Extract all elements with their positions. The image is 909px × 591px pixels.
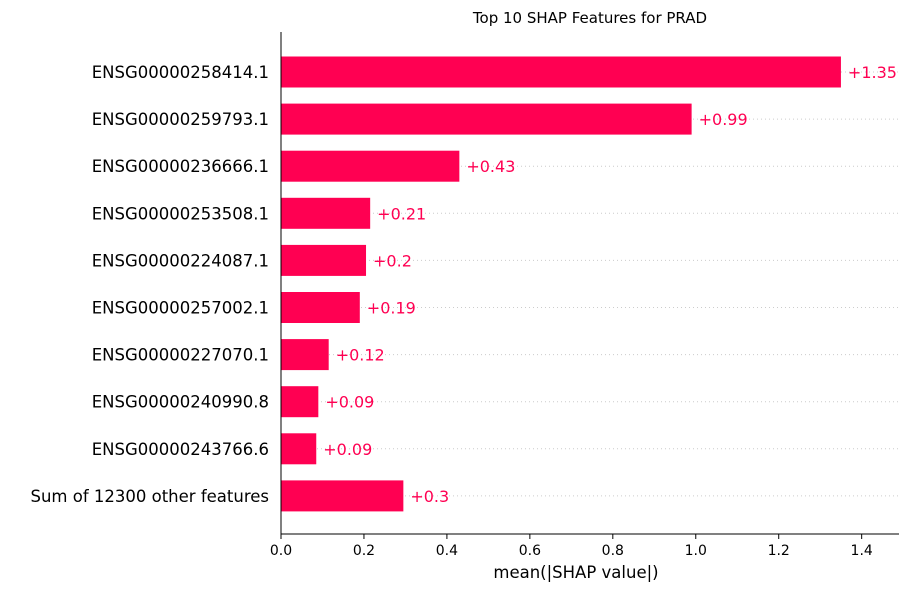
- value-label: +0.21: [377, 204, 426, 223]
- category-label: ENSG00000259793.1: [92, 110, 269, 129]
- category-label: Sum of 12300 other features: [30, 487, 269, 506]
- chart-title: Top 10 SHAP Features for PRAD: [472, 9, 707, 27]
- bar: [281, 103, 692, 135]
- bar: [281, 56, 841, 88]
- x-tick-label: 1.4: [851, 543, 873, 559]
- x-tick-label: 1.2: [768, 543, 790, 559]
- category-label: ENSG00000258414.1: [92, 63, 269, 82]
- category-label: ENSG00000236666.1: [92, 157, 269, 176]
- category-label: ENSG00000240990.8: [92, 393, 269, 412]
- category-label: ENSG00000253508.1: [92, 204, 269, 223]
- category-label: ENSG00000243766.6: [92, 440, 269, 459]
- value-label: +1.35: [848, 63, 897, 82]
- bar: [281, 244, 367, 276]
- bar: [281, 433, 317, 465]
- x-tick-label: 0.0: [270, 543, 292, 559]
- value-labels: +1.35 +0.99 +0.43 +0.21 +0.2 +0.19 +0.12 +0.09 +…: [323, 63, 897, 506]
- x-axis-ticks: 0.0 0.2 0.4 0.6 0.8 1.0 1.2 1.4: [270, 534, 873, 559]
- category-label: ENSG00000257002.1: [92, 299, 269, 318]
- category-label: ENSG00000224087.1: [92, 251, 269, 270]
- value-label: +0.12: [336, 346, 385, 365]
- value-label: +0.99: [699, 110, 748, 129]
- x-axis-title: mean(|SHAP value|): [493, 563, 658, 582]
- grid-lines: [281, 71, 899, 497]
- category-labels: ENSG00000258414.1 ENSG00000259793.1 ENSG00…: [30, 63, 269, 506]
- bar: [281, 339, 329, 371]
- value-label: +0.09: [323, 440, 372, 459]
- bar: [281, 480, 404, 512]
- bar: [281, 292, 360, 323]
- x-tick-label: 0.8: [602, 543, 624, 559]
- value-label: +0.43: [466, 157, 515, 176]
- x-tick-label: 1.0: [685, 543, 707, 559]
- value-label: +0.2: [373, 251, 412, 270]
- value-label: +0.09: [325, 393, 374, 412]
- value-label: +0.3: [410, 487, 449, 506]
- bar: [281, 150, 460, 182]
- bars: [281, 56, 841, 512]
- category-label: ENSG00000227070.1: [92, 346, 269, 365]
- bar: [281, 386, 319, 418]
- x-tick-label: 0.6: [519, 543, 541, 559]
- x-tick-label: 0.2: [353, 543, 375, 559]
- x-tick-label: 0.4: [436, 543, 458, 559]
- value-label: +0.19: [367, 299, 416, 318]
- bar: [281, 197, 371, 229]
